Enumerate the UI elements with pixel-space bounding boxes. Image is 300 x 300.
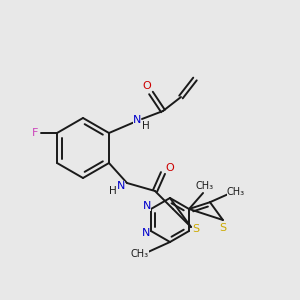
Text: O: O bbox=[142, 81, 152, 91]
Text: N: N bbox=[142, 228, 150, 238]
Text: N: N bbox=[143, 201, 151, 211]
Text: S: S bbox=[192, 224, 200, 234]
Text: CH₃: CH₃ bbox=[227, 187, 245, 197]
Text: H: H bbox=[142, 121, 150, 131]
Text: H: H bbox=[109, 186, 117, 196]
Text: F: F bbox=[32, 128, 38, 138]
Text: CH₃: CH₃ bbox=[196, 181, 214, 191]
Text: O: O bbox=[166, 163, 174, 173]
Text: N: N bbox=[117, 181, 125, 191]
Text: S: S bbox=[219, 223, 226, 233]
Text: CH₃: CH₃ bbox=[131, 249, 149, 259]
Text: N: N bbox=[133, 115, 141, 125]
